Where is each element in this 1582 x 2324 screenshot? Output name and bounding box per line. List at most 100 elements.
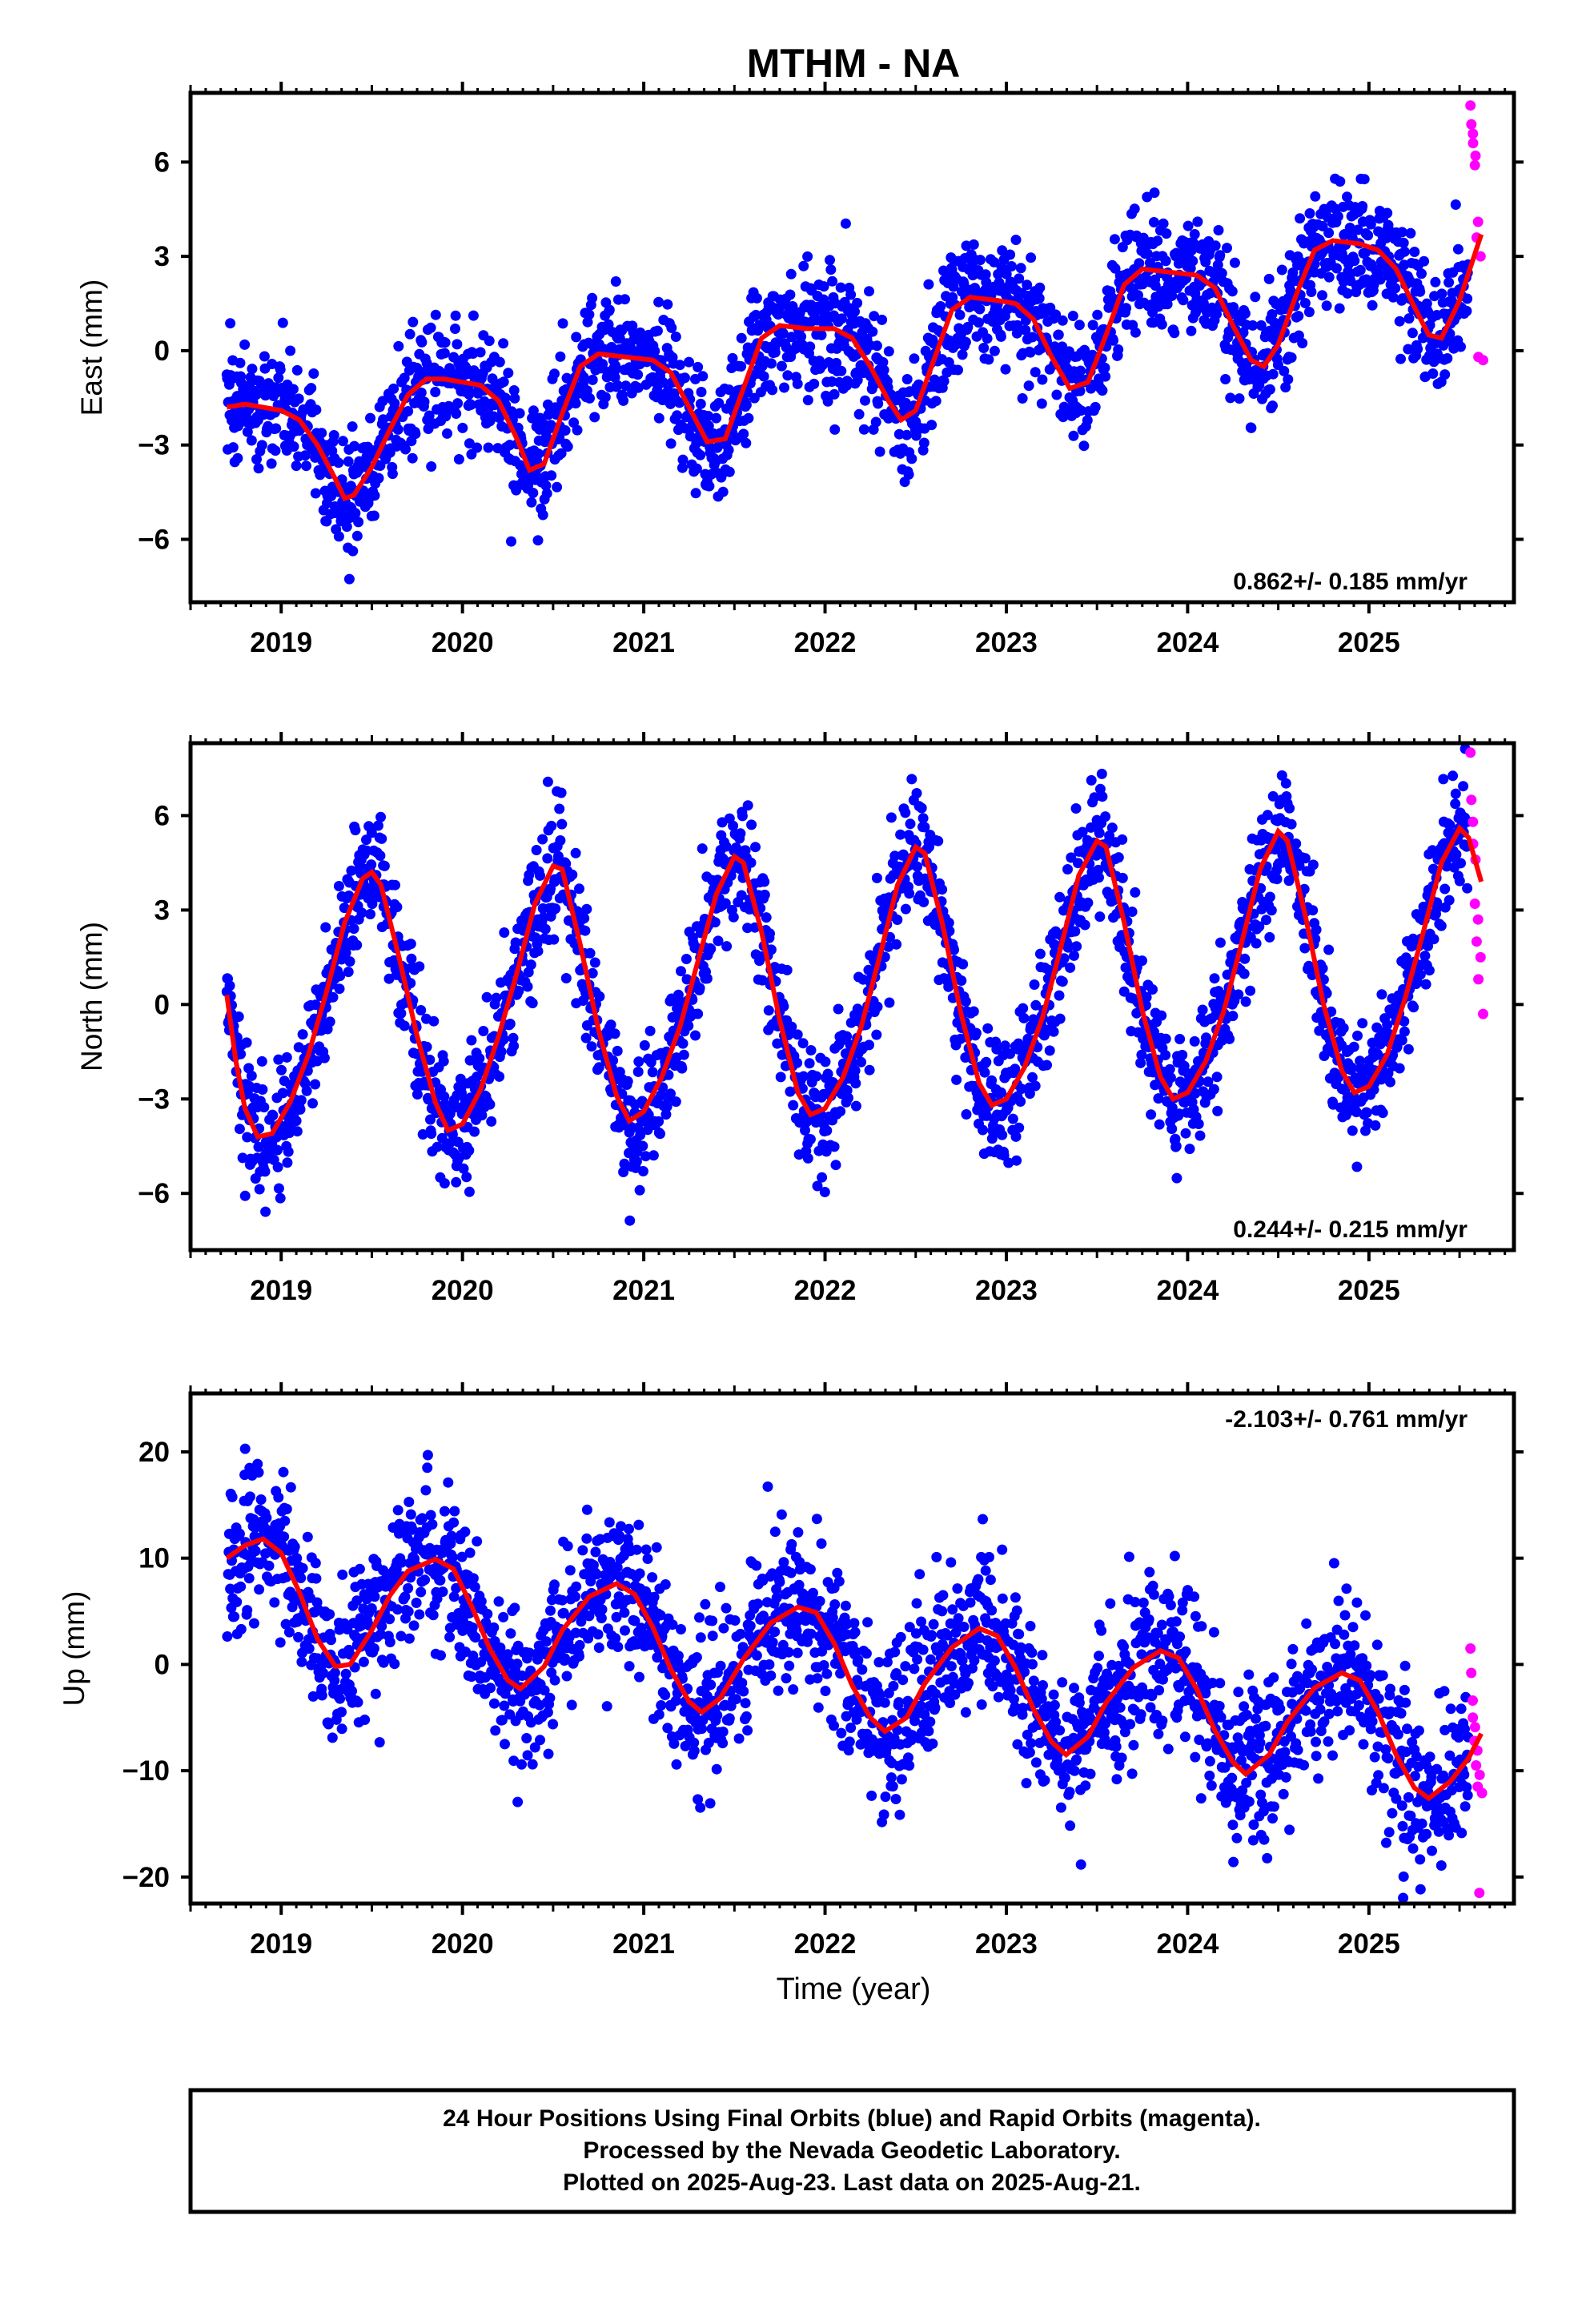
north-final-point (856, 1056, 867, 1068)
east-final-point (1317, 290, 1327, 301)
north-final-point (574, 883, 584, 895)
east-final-point (1335, 176, 1346, 187)
east-final-point (239, 339, 251, 350)
north-final-point (390, 879, 400, 891)
east-final-point (1395, 353, 1406, 364)
north-final-point (1054, 990, 1065, 1001)
east-final-point (1078, 440, 1090, 452)
east-final-point (1053, 329, 1064, 340)
east-final-point (541, 488, 552, 499)
east-final-point (570, 398, 581, 409)
north-rapid-point (1468, 816, 1479, 827)
up-final-point (281, 1503, 292, 1514)
north-final-point (918, 896, 930, 907)
east-final-point (316, 428, 327, 439)
north-final-point (835, 1106, 846, 1117)
north-final-point (1456, 858, 1466, 869)
north-final-point (911, 788, 922, 798)
east-final-point (333, 457, 344, 468)
north-final-point (273, 1183, 284, 1194)
east-rapid-orbit-points (1465, 100, 1488, 366)
east-final-orbit-points (221, 173, 1474, 585)
east-final-point (589, 412, 600, 423)
north-final-point (997, 1129, 1008, 1140)
east-final-point (827, 275, 838, 287)
north-final-point (1201, 1032, 1211, 1043)
north-final-point (637, 1140, 648, 1152)
east-final-point (680, 372, 690, 384)
east-final-point (392, 424, 404, 435)
north-final-point (532, 946, 544, 957)
north-final-point (1443, 895, 1455, 906)
east-final-point (416, 336, 428, 348)
east-final-point (571, 332, 582, 343)
north-final-point (464, 1186, 475, 1197)
east-final-point (301, 460, 311, 472)
east-final-point (450, 324, 460, 334)
north-final-point (1323, 944, 1335, 955)
north-final-point (956, 975, 967, 986)
north-final-point (295, 1104, 306, 1115)
east-final-point (1250, 292, 1261, 303)
east-final-point (1023, 380, 1034, 392)
up-final-point (229, 1611, 240, 1622)
east-final-point (1100, 371, 1111, 382)
north-final-point (721, 941, 733, 952)
east-final-point (1178, 295, 1189, 306)
east-final-point (1121, 303, 1132, 314)
north-final-point (1357, 1018, 1368, 1029)
north-final-point (365, 909, 375, 919)
north-final-point (301, 1085, 312, 1096)
north-final-point (900, 903, 911, 915)
north-final-point (917, 813, 929, 824)
up-final-point (243, 1573, 255, 1584)
east-final-point (1161, 228, 1172, 239)
north-final-point (937, 884, 948, 895)
north-final-point (531, 845, 542, 855)
east-final-point (388, 383, 400, 394)
up-final-point (250, 1546, 261, 1557)
east-final-point (953, 364, 963, 376)
east-final-point (693, 361, 704, 372)
east-rapid-point (1468, 128, 1479, 139)
north-final-point (1189, 1035, 1200, 1047)
north-final-point (797, 1038, 809, 1049)
east-final-point (347, 545, 359, 557)
up-final-point (279, 1531, 290, 1542)
north-final-point (639, 1039, 650, 1051)
north-final-point (1394, 1063, 1405, 1074)
east-final-point (954, 309, 966, 320)
east-final-point (785, 268, 797, 279)
north-final-point (259, 1166, 271, 1177)
east-final-point (1450, 199, 1461, 210)
east-final-point (903, 469, 914, 480)
up-final-point (285, 1482, 296, 1493)
east-final-point (836, 365, 847, 376)
east-final-point (840, 218, 851, 229)
north-final-point (291, 1116, 302, 1127)
east-final-point (1082, 415, 1093, 426)
up-final-point (278, 1466, 289, 1478)
north-final-point (267, 1110, 279, 1121)
east-final-point (1390, 283, 1401, 294)
north-final-point (1147, 984, 1158, 995)
north-final-point (282, 1157, 293, 1168)
east-final-point (1148, 217, 1159, 227)
north-final-point (343, 967, 354, 978)
north-final-point (637, 1166, 648, 1176)
east-final-point (311, 404, 322, 416)
east-final-point (724, 466, 735, 477)
east-final-point (923, 279, 934, 290)
east-final-point (365, 412, 375, 424)
east-final-point (1359, 174, 1370, 185)
north-final-point (542, 776, 553, 787)
north-final-point (775, 1072, 786, 1083)
east-final-point (377, 396, 388, 407)
north-final-point (508, 1040, 520, 1051)
north-final-point (1209, 973, 1220, 984)
north-y-tick-label: −3 (138, 1084, 170, 1115)
north-final-point (469, 1126, 480, 1137)
east-final-point (503, 368, 514, 379)
east-final-point (450, 310, 461, 321)
north-final-point (324, 1016, 335, 1027)
